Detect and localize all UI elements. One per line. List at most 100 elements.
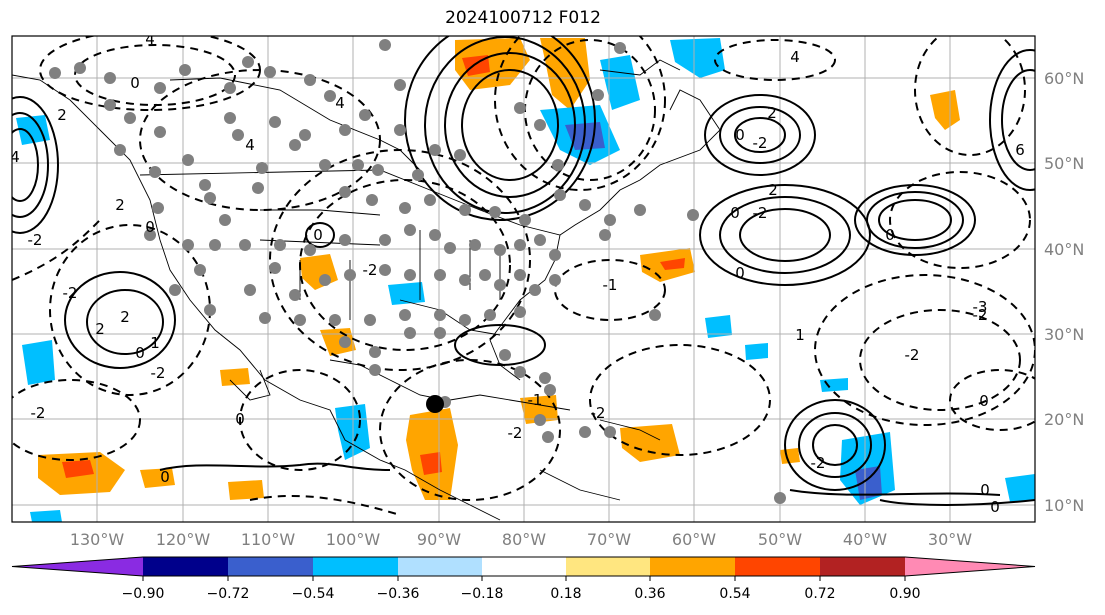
negative-anomaly-area [30,510,62,522]
contour-labels: 4 0 2 4 2 0 -2 -2 0 2 2 4 -2 4 0 2 6 4 -… [10,30,1025,516]
contour-label: 2 [115,196,125,214]
longitude-label: 60°W [672,530,716,549]
longitude-labels: 130°W 120°W 110°W 100°W 90°W 80°W 70°W 6… [70,530,972,549]
contour-label: -2 [63,284,78,302]
colorbar-tick-label: 0.90 [889,586,920,602]
contour-label: -2 [151,364,166,382]
contour-label: 1 [150,334,160,352]
colorbar-segment [650,557,735,576]
contour-label: -1 [528,391,543,409]
contour-label: -2 [28,231,43,249]
contour-label: -2 [811,454,826,472]
contour-label: -2 [973,306,988,324]
contour-label: 0 [735,126,745,144]
colorbar-tick-label: −0.90 [122,586,165,602]
contour-label: -1 [603,276,618,294]
negative-anomaly-area [388,282,425,305]
colorbar-tick-label: 0.18 [550,586,581,602]
colorbar-segments [11,556,1036,577]
positive-anomaly-core [420,452,442,475]
contour-label: 2 [95,320,105,338]
negative-anomaly-area [1005,474,1035,502]
positive-anomaly-area [520,395,558,424]
positive-anomaly-core [660,258,685,270]
negative-anomaly-area [820,378,848,392]
contour-label: -2 [591,404,606,422]
contour-label: 4 [10,148,20,166]
negative-anomaly-area [705,315,732,338]
colorbar-ticks [142,576,906,581]
longitude-label: 40°W [843,530,887,549]
contour-label: 4 [245,136,255,154]
coastlines [12,59,721,521]
negative-anomaly-area [16,115,50,145]
colorbar-segment [228,557,313,576]
colorbar-segment [735,557,820,576]
contour-label: 0 [313,226,323,244]
contour-label: 0 [979,392,989,410]
longitude-label: 100°W [326,530,381,549]
contour-label: -2 [363,261,378,279]
positive-anomaly-area [220,368,250,386]
longitude-label: 130°W [70,530,125,549]
colorbar-tick-label: 0.36 [634,586,665,602]
colorbar-tick-label: 0.54 [719,586,750,602]
contour-label: -2 [31,404,46,422]
contour-label: 4 [145,30,155,48]
latitude-label: 40°N [1044,240,1084,259]
latitude-label: 50°N [1044,154,1084,173]
positive-anomaly-area [930,90,960,130]
colorbar-extend-min [12,557,143,576]
contour-label: 2 [57,106,67,124]
contour-label: 0 [980,481,990,499]
colorbar-segment [313,557,398,576]
positive-anomaly-area [140,468,175,488]
longitude-label: 90°W [417,530,461,549]
negative-anomaly-area [600,55,640,110]
tropical-storm-marker [426,395,444,413]
contour-label: 0 [160,468,170,486]
positive-anomaly-area [620,424,680,462]
colorbar-tick-label: 0.72 [804,586,835,602]
colorbar-tick-label: −0.72 [207,586,250,602]
longitude-label: 70°W [587,530,631,549]
latitude-label: 30°N [1044,325,1084,344]
contour-label: 4 [335,94,345,112]
contour-label: 0 [990,498,1000,516]
positive-anomaly-area [228,480,264,500]
contour-label: 2 [120,308,130,326]
solid-contours [12,36,1035,506]
latitude-label: 10°N [1044,496,1084,515]
contour-label: 1 [795,326,805,344]
longitude-label: 120°W [156,530,211,549]
contour-label: 0 [735,264,745,282]
contour-label: 2 [768,181,778,199]
contour-label: 0 [130,74,140,92]
contour-label: -2 [508,424,523,442]
negative-anomaly-area [22,340,55,385]
positive-anomaly-area [455,38,530,90]
contour-label: -2 [905,346,920,364]
longitude-label: 110°W [241,530,296,549]
contour-label: 0 [135,344,145,362]
contour-label: 0 [145,218,155,236]
colorbar-segment [566,557,650,576]
negative-anomaly-area [745,343,768,360]
positive-anomaly-core [62,460,94,478]
negative-anomaly-core [855,466,882,500]
longitude-label: 50°W [758,530,802,549]
gridlines [12,36,1035,522]
longitude-label: 30°W [928,530,972,549]
colorbar-segment [143,557,228,576]
contour-label: 4 [790,48,800,66]
colorbar-tick-label: −0.18 [461,586,504,602]
longitude-label: 80°W [502,530,546,549]
latitude-label: 20°N [1044,410,1084,429]
colorbar-segment [820,557,905,576]
colorbar-segment [482,557,566,576]
contour-label: -3 [973,298,988,316]
observation-dots [49,39,786,504]
latitude-label: 60°N [1044,69,1084,88]
